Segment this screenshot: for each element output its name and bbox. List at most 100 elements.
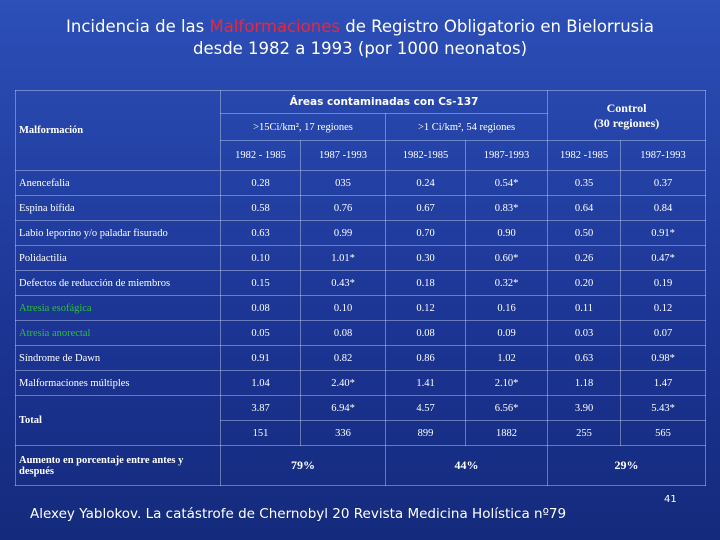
table-row: Labio leporino y/o paladar fisurado 0.63 0…	[15, 220, 707, 246]
cell: 2.10*	[464, 370, 549, 396]
header-cell: 1982-1985	[385, 140, 466, 171]
header-cell: Control (30 regiones)	[547, 90, 707, 141]
cell: 0.90	[464, 220, 549, 246]
cell: 3.90	[547, 395, 622, 421]
cell: 0.37	[620, 170, 707, 196]
title-text: de Registro Obligatorio en Bielorrusia	[339, 17, 654, 36]
table-row: Anencefalia 0.28 035 0.24 0.54* 0.35 0.37	[15, 170, 707, 196]
header-cell: Áreas contaminadas con Cs-137	[219, 90, 549, 114]
cell: 0.91	[220, 345, 301, 371]
row-label: Defectos de reducción de miembros	[15, 270, 221, 296]
table-row: Síndrome de Dawn 0.91 0.82 0.86 1.02 0.63 0.98…	[15, 345, 707, 371]
cell: 0.54*	[464, 170, 549, 196]
cell: 0.67	[385, 195, 466, 221]
table-row: 1982 - 1985 1987 -1993 1982-1985 1987-1993 1…	[16, 140, 707, 171]
cell: 4.57	[385, 395, 466, 421]
row-label: Total	[15, 395, 221, 446]
header-cell: >1 Ci/km², 54 regiones	[384, 113, 549, 141]
cell: 0.12	[620, 295, 707, 321]
cell: 6.94*	[300, 395, 386, 421]
header-text: Control	[606, 100, 647, 115]
cell: 0.43*	[300, 270, 386, 296]
title-text: Incidencia de las	[66, 17, 210, 36]
cell: 0.58	[220, 195, 301, 221]
header-cell: 1982 -1985	[547, 140, 622, 171]
cell: 0.20	[547, 270, 622, 296]
cell: 1.02	[464, 345, 549, 371]
cell: 0.15	[220, 270, 301, 296]
row-label: Síndrome de Dawn	[15, 345, 221, 371]
cell: 0.16	[464, 295, 549, 321]
cell: 0.32*	[464, 270, 549, 296]
table-row: Aumento en porcentaje entre antes y desp…	[15, 445, 707, 486]
cell: 0.98*	[620, 345, 707, 371]
cell: 0.82	[300, 345, 386, 371]
cell: 0.86	[385, 345, 466, 371]
row-label: Labio leporino y/o paladar fisurado	[15, 220, 221, 246]
header-cell: Malformación	[15, 90, 221, 171]
cell: 0.28	[220, 170, 301, 196]
cell: 0.83*	[464, 195, 549, 221]
cell: 0.08	[385, 320, 466, 346]
cell: 035	[300, 170, 386, 196]
cell: 0.03	[547, 320, 622, 346]
cell: 0.70	[385, 220, 466, 246]
table: Malformación Áreas contaminadas con Cs-13…	[15, 90, 707, 486]
row-label: Espina bífida	[15, 195, 221, 221]
cell: 0.60*	[464, 245, 549, 271]
cell: 0.19	[620, 270, 707, 296]
cell: 3.87	[220, 395, 301, 421]
cell: 0.63	[220, 220, 301, 246]
table-row: Polidactilia 0.10 1.01* 0.30 0.60* 0.26 0.47*	[15, 245, 707, 271]
cell: 0.99	[300, 220, 386, 246]
cell: 1882	[464, 420, 549, 446]
cell: 0.08	[300, 320, 386, 346]
table-row: 151 336 899 1882 255 565	[16, 420, 707, 446]
table-row: Malformación Áreas contaminadas con Cs-13…	[15, 90, 707, 171]
title-text: desde 1982 a 1993 (por 1000 neonatos)	[192, 39, 528, 58]
table-row: Total 3.87 6.94* 4.57 6.56* 3.90 5.43*	[15, 395, 707, 446]
cell: 0.12	[385, 295, 466, 321]
cell: 0.11	[547, 295, 622, 321]
cell: 0.63	[547, 345, 622, 371]
footer-citation: Alexey Yablokov. La catástrofe de Cherno…	[30, 506, 567, 522]
header-cell: 1987-1993	[464, 140, 549, 171]
table-row: Atresia anorectal 0.05 0.08 0.08 0.09 0.03 0.0…	[15, 320, 707, 346]
page-number: 41	[664, 494, 677, 505]
row-label: Aumento en porcentaje entre antes y desp…	[15, 445, 221, 486]
cell: 151	[220, 420, 301, 446]
title-highlight: Malformaciones	[209, 17, 340, 36]
cell: 0.24	[385, 170, 466, 196]
cell: 0.91*	[620, 220, 707, 246]
cell: 0.50	[547, 220, 622, 246]
cell: 0.76	[300, 195, 386, 221]
cell: 336	[300, 420, 386, 446]
table-row: Defectos de reducción de miembros 0.15 0.4…	[15, 270, 707, 296]
cell: 0.64	[547, 195, 622, 221]
row-label: Anencefalia	[15, 170, 221, 196]
cell: 0.47*	[620, 245, 707, 271]
cell: 6.56*	[464, 395, 549, 421]
title: Incidencia de las Malformaciones de Regi…	[0, 16, 720, 60]
cell: 0.84	[620, 195, 707, 221]
cell: 0.35	[547, 170, 622, 196]
cell: 0.30	[385, 245, 466, 271]
header-cell: 1987 -1993	[300, 140, 386, 171]
cell: 0.09	[464, 320, 549, 346]
cell: 2.40*	[300, 370, 386, 396]
cell: 5.43*	[620, 395, 707, 421]
table-row: Espina bífida 0.58 0.76 0.67 0.83* 0.64 0.84	[15, 195, 707, 221]
cell: 0.18	[385, 270, 466, 296]
table-row: Malformaciones múltiples 1.04 2.40* 1.41 2.1…	[15, 370, 707, 396]
row-label: Atresia anorectal	[15, 320, 221, 346]
header-cell: 1987-1993	[620, 140, 707, 171]
row-label: Malformaciones múltiples	[15, 370, 221, 396]
row-label: Polidactilia	[15, 245, 221, 271]
header-cell: 1982 - 1985	[220, 140, 301, 171]
cell: 0.10	[300, 295, 386, 321]
cell: 1.01*	[300, 245, 386, 271]
cell: 0.08	[220, 295, 301, 321]
cell: 0.07	[620, 320, 707, 346]
header-cell: >15Ci/km², 17 regiones	[220, 113, 386, 141]
